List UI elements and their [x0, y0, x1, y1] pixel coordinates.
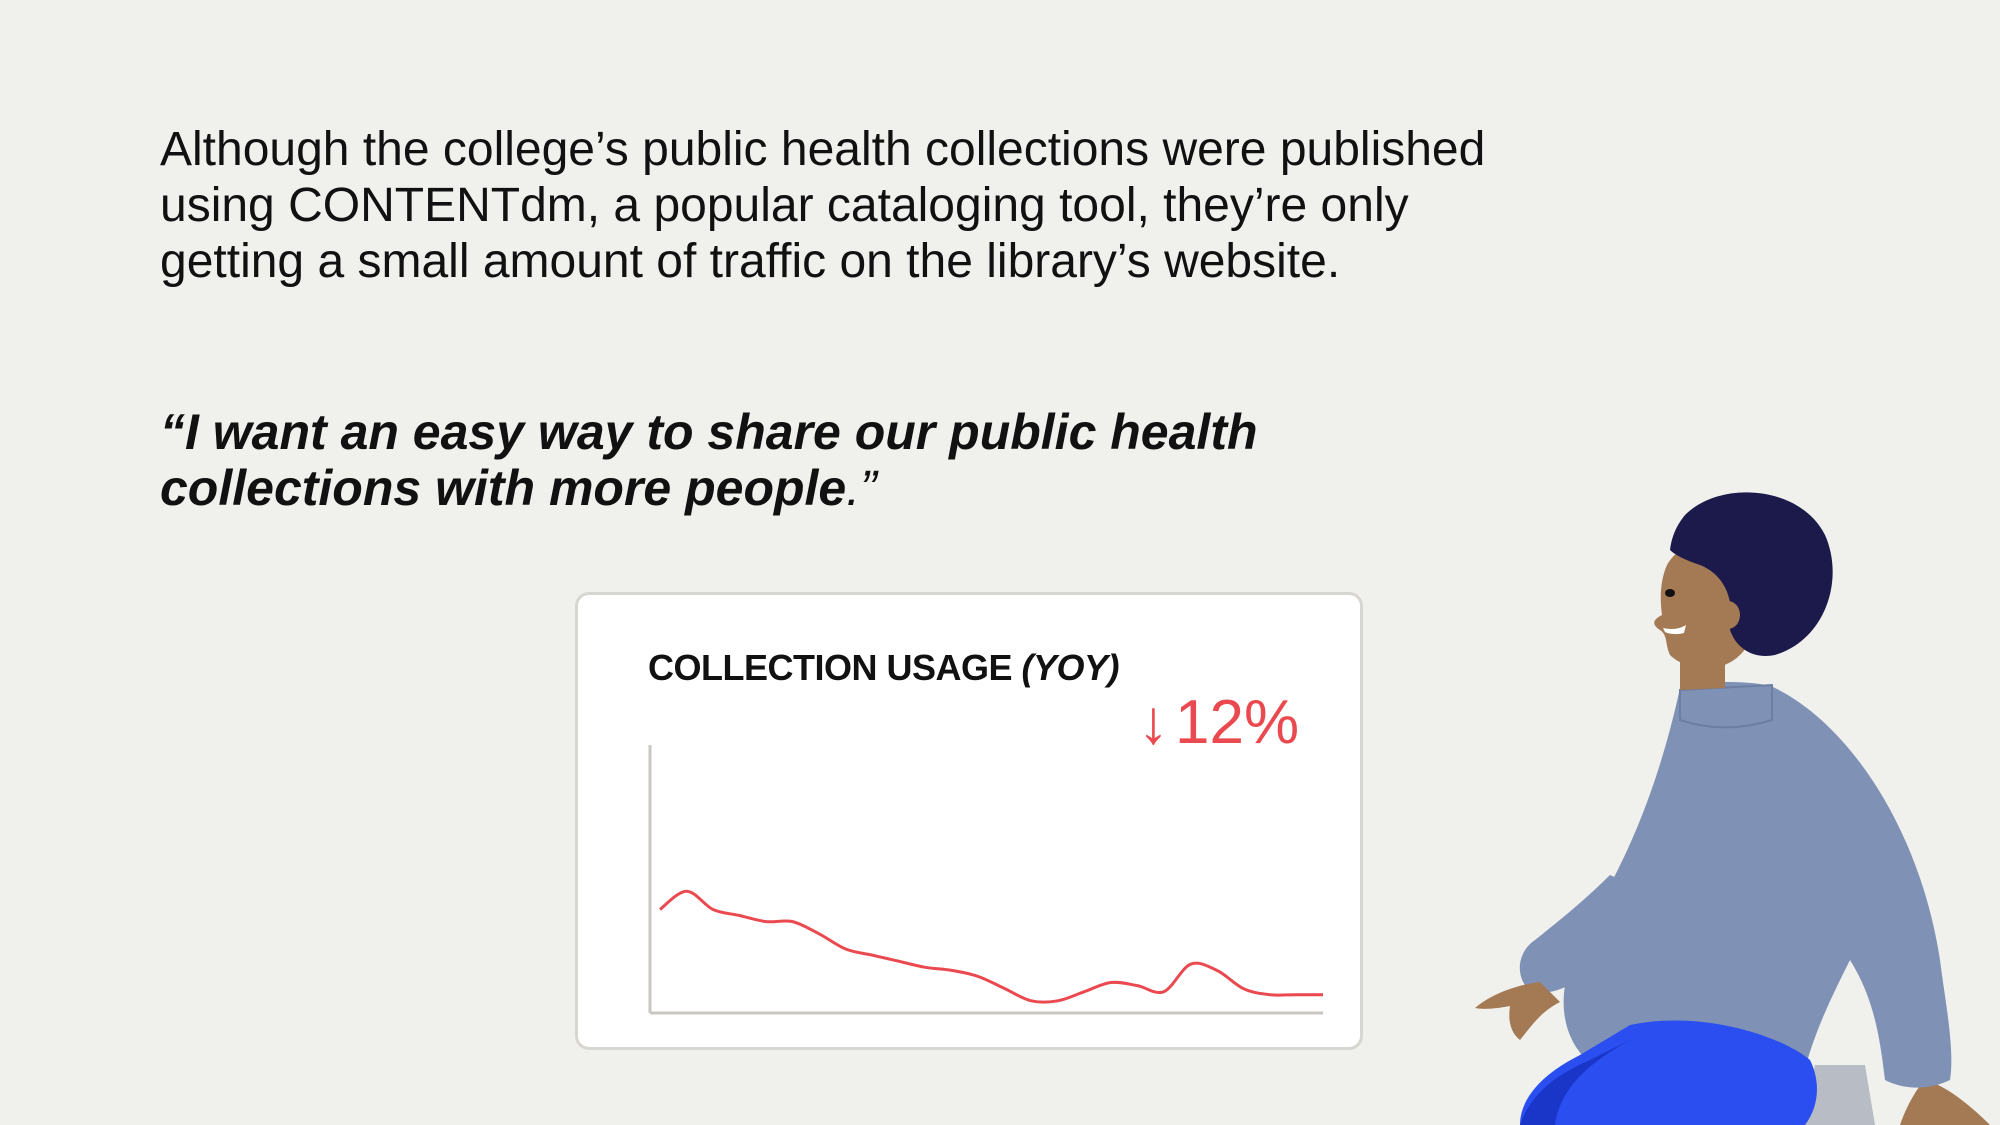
user-quote: “I want an easy way to share our public … — [160, 404, 1460, 516]
person-illustration — [1475, 492, 1990, 1125]
back-hand-shape — [1900, 1080, 1990, 1125]
intro-paragraph: Although the college’s public health col… — [160, 123, 1486, 288]
pants-shape — [1520, 1020, 1817, 1125]
quote-tail: .” — [846, 460, 877, 516]
down-arrow-icon: ↓ — [1138, 688, 1169, 757]
stool-shape — [1800, 1065, 1875, 1125]
usage-chart-card: COLLECTION USAGE (YOY) ↓12% — [575, 592, 1363, 1050]
ear-shape — [1716, 601, 1740, 629]
pants-shadow-shape — [1520, 1040, 1630, 1125]
chart-title-main: COLLECTION USAGE — [648, 647, 1022, 688]
usage-series-line — [659, 889, 1323, 1004]
chart-title-italic: (YOY) — [1021, 647, 1120, 688]
hair-shape — [1670, 492, 1833, 656]
eye-shape — [1665, 589, 1675, 597]
front-hand-shape — [1475, 982, 1560, 1040]
usage-change-value: 12% — [1175, 688, 1300, 757]
chart-line-layer — [659, 889, 1323, 1004]
collar-shape — [1679, 683, 1773, 729]
front-arm-shape — [1519, 875, 1665, 993]
quote-text: “I want an easy way to share our public … — [160, 404, 1258, 516]
usage-change-stat: ↓12% — [1138, 687, 1299, 758]
usage-line-chart — [648, 745, 1323, 1015]
sweater-shape — [1563, 682, 1952, 1099]
mouth-shape — [1663, 625, 1686, 635]
chart-title: COLLECTION USAGE (YOY) — [648, 647, 1120, 689]
